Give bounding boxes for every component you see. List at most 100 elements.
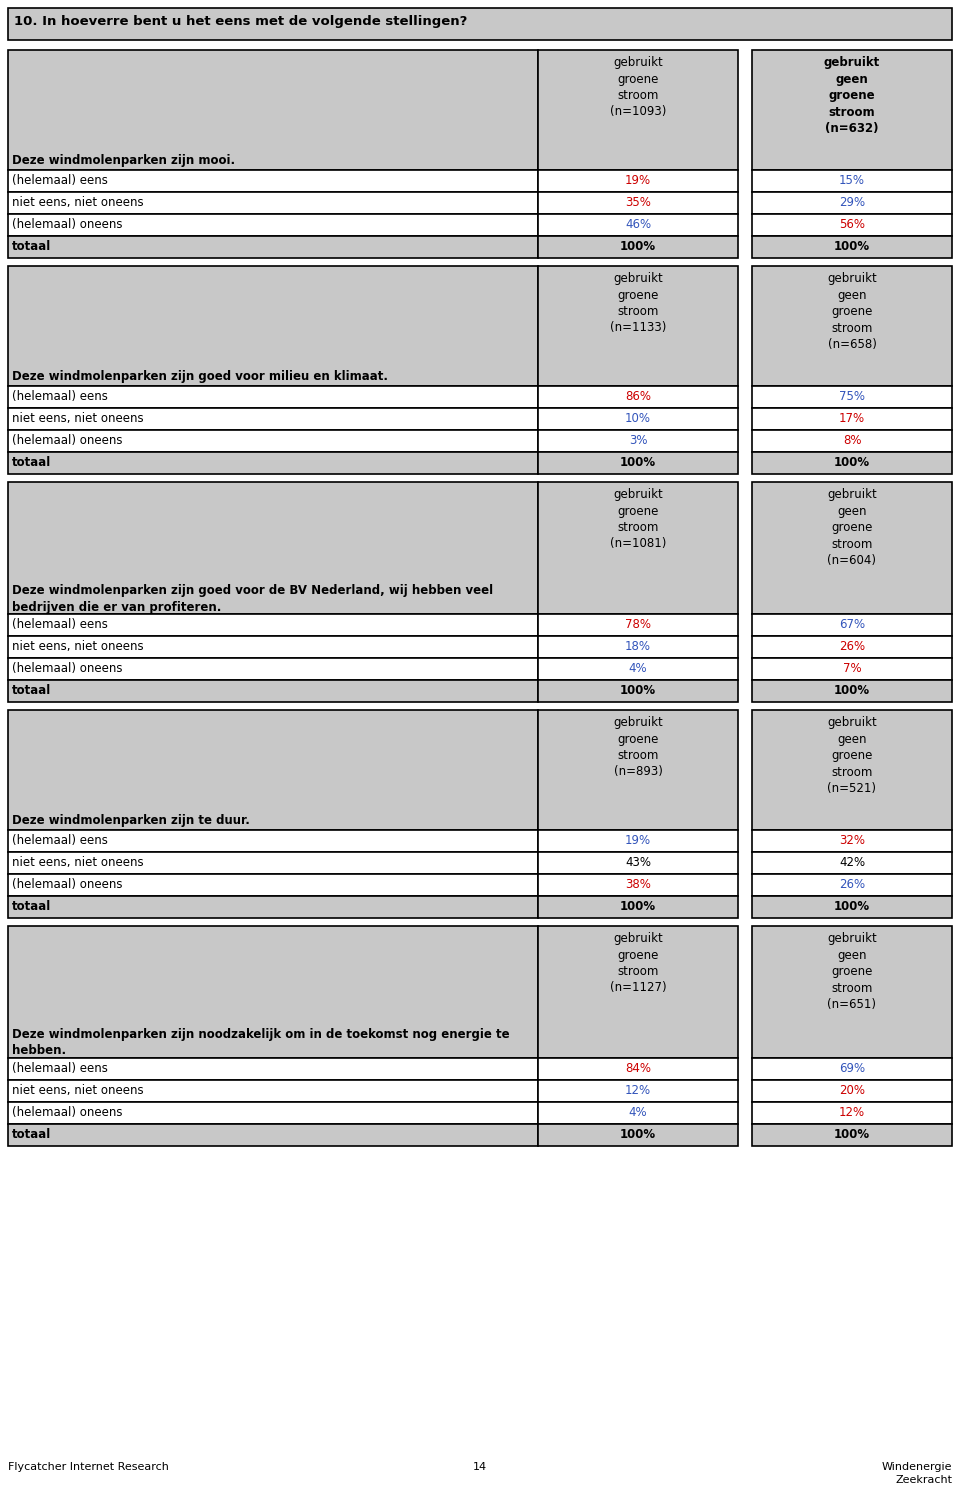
Bar <box>538 452 738 473</box>
Text: 35%: 35% <box>625 196 651 209</box>
Bar <box>752 387 952 408</box>
Text: Deze windmolenparken zijn goed voor milieu en klimaat.: Deze windmolenparken zijn goed voor mili… <box>12 370 388 384</box>
Text: 78%: 78% <box>625 618 651 632</box>
Bar <box>538 614 738 636</box>
Bar <box>538 482 738 614</box>
Bar <box>8 266 538 387</box>
Bar <box>752 408 952 430</box>
Text: gebruikt
groene
stroom
(n=1133): gebruikt groene stroom (n=1133) <box>610 272 666 334</box>
Text: 84%: 84% <box>625 1062 651 1075</box>
Text: 100%: 100% <box>620 455 656 469</box>
Bar <box>538 873 738 896</box>
Text: 46%: 46% <box>625 218 651 231</box>
Bar <box>538 266 738 387</box>
Text: gebruikt
groene
stroom
(n=1093): gebruikt groene stroom (n=1093) <box>610 57 666 118</box>
Text: niet eens, niet oneens: niet eens, niet oneens <box>12 196 144 209</box>
Text: Windenergie
Zeekracht: Windenergie Zeekracht <box>881 1462 952 1486</box>
Text: (helemaal) oneens: (helemaal) oneens <box>12 661 123 675</box>
Text: Deze windmolenparken zijn te duur.: Deze windmolenparken zijn te duur. <box>12 814 250 827</box>
Text: Deze windmolenparken zijn goed voor de BV Nederland, wij hebben veel
bedrijven d: Deze windmolenparken zijn goed voor de B… <box>12 584 493 614</box>
Text: gebruikt
geen
groene
stroom
(n=632): gebruikt geen groene stroom (n=632) <box>824 57 880 134</box>
Bar <box>538 1124 738 1147</box>
Text: 4%: 4% <box>629 1106 647 1118</box>
Bar <box>8 830 538 853</box>
Text: (helemaal) eens: (helemaal) eens <box>12 835 108 847</box>
Text: Flycatcher Internet Research: Flycatcher Internet Research <box>8 1462 169 1472</box>
Text: 14: 14 <box>473 1462 487 1472</box>
Text: Deze windmolenparken zijn mooi.: Deze windmolenparken zijn mooi. <box>12 154 235 167</box>
Text: gebruikt
geen
groene
stroom
(n=604): gebruikt geen groene stroom (n=604) <box>828 488 876 567</box>
Bar <box>752 430 952 452</box>
Text: 12%: 12% <box>625 1084 651 1097</box>
Bar <box>752 452 952 473</box>
Text: 100%: 100% <box>834 900 870 914</box>
Bar <box>538 408 738 430</box>
Text: 26%: 26% <box>839 878 865 891</box>
Bar <box>538 387 738 408</box>
Text: 19%: 19% <box>625 175 651 187</box>
Text: gebruikt
geen
groene
stroom
(n=651): gebruikt geen groene stroom (n=651) <box>828 932 876 1011</box>
Bar <box>538 1059 738 1079</box>
Text: 3%: 3% <box>629 434 647 446</box>
Text: 17%: 17% <box>839 412 865 426</box>
Text: 86%: 86% <box>625 390 651 403</box>
Bar <box>538 896 738 918</box>
Text: 15%: 15% <box>839 175 865 187</box>
Bar <box>8 213 538 236</box>
Bar <box>752 266 952 387</box>
Bar <box>538 926 738 1059</box>
Bar <box>8 896 538 918</box>
Text: 42%: 42% <box>839 855 865 869</box>
Text: 100%: 100% <box>834 684 870 697</box>
Bar <box>8 614 538 636</box>
Bar <box>752 636 952 658</box>
Bar <box>8 408 538 430</box>
Text: 100%: 100% <box>834 455 870 469</box>
Text: 69%: 69% <box>839 1062 865 1075</box>
Bar <box>538 679 738 702</box>
Text: (helemaal) eens: (helemaal) eens <box>12 390 108 403</box>
Text: 26%: 26% <box>839 640 865 652</box>
Bar <box>8 853 538 873</box>
Bar <box>8 1059 538 1079</box>
Bar <box>752 873 952 896</box>
Bar <box>538 193 738 213</box>
Text: 43%: 43% <box>625 855 651 869</box>
Text: 100%: 100% <box>834 1129 870 1141</box>
Bar <box>752 679 952 702</box>
Text: 8%: 8% <box>843 434 861 446</box>
Text: (helemaal) eens: (helemaal) eens <box>12 175 108 187</box>
Text: 75%: 75% <box>839 390 865 403</box>
Bar <box>752 193 952 213</box>
Bar <box>752 1059 952 1079</box>
Bar <box>752 1124 952 1147</box>
Text: niet eens, niet oneens: niet eens, niet oneens <box>12 855 144 869</box>
Text: (helemaal) eens: (helemaal) eens <box>12 1062 108 1075</box>
Bar <box>8 926 538 1059</box>
Bar <box>8 1079 538 1102</box>
Text: totaal: totaal <box>12 900 51 914</box>
Text: 12%: 12% <box>839 1106 865 1118</box>
Text: 67%: 67% <box>839 618 865 632</box>
Text: niet eens, niet oneens: niet eens, niet oneens <box>12 412 144 426</box>
Bar <box>538 213 738 236</box>
Text: 7%: 7% <box>843 661 861 675</box>
Text: 100%: 100% <box>834 240 870 252</box>
Text: totaal: totaal <box>12 684 51 697</box>
Text: 4%: 4% <box>629 661 647 675</box>
Bar <box>538 636 738 658</box>
Bar <box>8 873 538 896</box>
Bar <box>8 1102 538 1124</box>
Text: 100%: 100% <box>620 240 656 252</box>
Bar <box>752 213 952 236</box>
Text: totaal: totaal <box>12 1129 51 1141</box>
Bar <box>8 482 538 614</box>
Bar <box>8 658 538 679</box>
Bar <box>538 853 738 873</box>
Bar <box>752 711 952 830</box>
Bar <box>538 1079 738 1102</box>
Bar <box>538 711 738 830</box>
Bar <box>8 452 538 473</box>
Bar <box>8 1124 538 1147</box>
Bar <box>752 49 952 170</box>
